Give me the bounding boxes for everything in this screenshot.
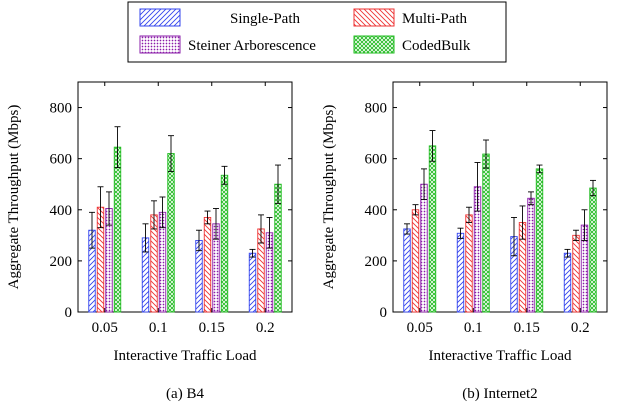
legend-label-multi-path: Multi-Path <box>402 11 468 27</box>
bar-multi-path <box>150 214 158 313</box>
bar-multi-path <box>465 214 473 313</box>
chart-panel-1: 0 200 400 600 800 Aggregate Throughput (Mbps)… <box>6 81 293 402</box>
legend-swatch-single-path <box>139 8 181 27</box>
legend-swatch-codedbulk <box>353 35 395 54</box>
x-axis-label: Interactive Traffic Load <box>428 348 572 364</box>
legend-label-steiner: Steiner Arborescence <box>188 38 316 54</box>
y-tick-label: 0 <box>380 305 388 321</box>
bar-steiner <box>420 183 428 313</box>
y-tick-label: 400 <box>50 203 73 219</box>
bar-multi-path <box>411 209 420 313</box>
legend-swatch-steiner <box>139 35 181 54</box>
x-tick-label: 0.1 <box>464 320 483 336</box>
bar-multi-path <box>572 234 580 313</box>
legend: Single-Path Multi-Path Steiner Arboresce… <box>127 1 507 63</box>
bar-codedbulk <box>482 153 490 313</box>
bar-codedbulk <box>113 146 122 313</box>
bar-codedbulk <box>535 168 544 313</box>
x-tick-label: 0.2 <box>571 320 590 336</box>
bar-codedbulk <box>167 153 175 313</box>
y-tick-label: 600 <box>365 152 388 168</box>
plot-area-frame <box>77 81 293 313</box>
y-axis-label: Aggregate Throughput (Mbps) <box>6 105 22 290</box>
y-tick-label: 200 <box>365 254 388 270</box>
plot-area-frame <box>392 81 608 313</box>
legend-entry-single-path: Single-Path <box>139 8 300 27</box>
y-tick-label: 800 <box>365 101 388 117</box>
bar-single-path <box>195 239 203 313</box>
x-tick-label: 0.15 <box>514 320 540 336</box>
x-tick-label: 0.15 <box>199 320 225 336</box>
x-tick-label: 0.1 <box>149 320 168 336</box>
panel-caption: (a) B4 <box>166 386 204 402</box>
bar-single-path <box>248 252 257 313</box>
y-tick-label: 600 <box>50 152 73 168</box>
bar-single-path <box>403 228 411 313</box>
bar-single-path <box>563 252 572 313</box>
bar-single-path <box>456 232 465 313</box>
legend-label-codedbulk: CodedBulk <box>402 38 471 54</box>
y-tick-label: 800 <box>50 101 73 117</box>
legend-swatch-multi-path <box>353 8 395 27</box>
panel-caption: (b) Internet2 <box>462 386 537 402</box>
y-tick-label: 200 <box>50 254 73 270</box>
legend-entry-codedbulk: CodedBulk <box>353 35 471 54</box>
bar-multi-path <box>203 216 212 313</box>
x-axis-label: Interactive Traffic Load <box>113 348 257 364</box>
y-axis-label: Aggregate Throughput (Mbps) <box>321 105 337 290</box>
x-tick-label: 0.2 <box>256 320 275 336</box>
legend-entry-multi-path: Multi-Path <box>353 8 468 27</box>
legend-entry-steiner: Steiner Arborescence <box>139 35 316 54</box>
bar-codedbulk <box>428 145 437 313</box>
plots: 0 200 400 600 800 Aggregate Throughput (Mbps)… <box>6 81 608 402</box>
chart-panel-2: 0 200 400 600 800 Aggregate Throughput (Mbps)… <box>321 81 608 402</box>
bar-steiner <box>527 197 535 313</box>
legend-box <box>127 1 507 63</box>
x-tick-label: 0.05 <box>407 320 433 336</box>
legend-label-single-path: Single-Path <box>230 11 300 27</box>
x-tick-label: 0.05 <box>92 320 118 336</box>
bar-codedbulk <box>220 174 229 313</box>
y-tick-label: 0 <box>65 305 73 321</box>
y-tick-label: 400 <box>365 203 388 219</box>
bar-codedbulk <box>589 187 597 313</box>
